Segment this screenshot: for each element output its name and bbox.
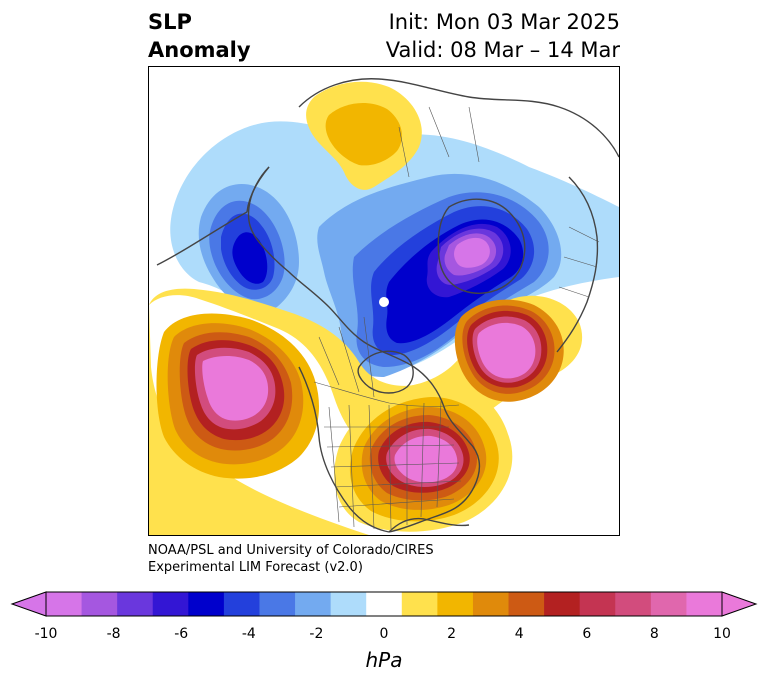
north-pole-marker xyxy=(379,297,389,307)
colorbar-cell xyxy=(686,592,723,616)
colorbar-cell xyxy=(81,592,118,616)
negative-anomaly-contour xyxy=(454,237,490,268)
colorbar-tick-label: 8 xyxy=(649,626,659,642)
colorbar-tick-label: 4 xyxy=(514,626,524,642)
state-borders xyxy=(324,400,462,530)
coastlines xyxy=(156,78,619,533)
colorbar-cell xyxy=(223,592,260,616)
init-date: Init: Mon 03 Mar 2025 xyxy=(388,10,620,34)
title-line-2: Anomaly xyxy=(148,38,251,62)
colorbar-extend-right xyxy=(721,591,758,617)
credit-line-1: NOAA/PSL and University of Colorado/CIRE… xyxy=(148,543,434,558)
colorbar-cells xyxy=(46,592,723,616)
colorbar-cell xyxy=(259,592,296,616)
forecast-dates: Init: Mon 03 Mar 2025 Valid: 08 Mar – 14… xyxy=(386,8,620,64)
north-america-coast xyxy=(247,166,481,533)
colorbar-cell xyxy=(366,592,403,616)
hudson-bay-coast xyxy=(357,350,414,394)
anomaly-map xyxy=(148,66,620,536)
anomaly-map-svg xyxy=(149,78,619,535)
colorbar-cell xyxy=(188,592,225,616)
colorbar-cell xyxy=(650,592,687,616)
colorbar-tick-label: -6 xyxy=(174,626,189,642)
province-borders xyxy=(318,316,375,398)
us-canada-border xyxy=(313,381,460,407)
colorbar-cell xyxy=(544,592,581,616)
title-line-1: SLP xyxy=(148,10,192,34)
colorbar-cell xyxy=(152,592,189,616)
colorbar-tick-label: -8 xyxy=(106,626,121,642)
colorbar-cell xyxy=(437,592,474,616)
colorbar-cell xyxy=(46,592,83,616)
positive-anomaly-contour xyxy=(477,322,536,379)
colorbar-tick-label: 6 xyxy=(582,626,592,642)
colorbar-unit: hPa xyxy=(365,648,403,672)
credit-text: NOAA/PSL and University of Colorado/CIRE… xyxy=(148,542,434,576)
colorbar-tick-label: 10 xyxy=(713,626,731,642)
colorbar-cell xyxy=(579,592,616,616)
credit-line-2: Experimental LIM Forecast (v2.0) xyxy=(148,560,363,575)
positive-anomaly-contour xyxy=(202,355,269,421)
colorbar-tick-label: -2 xyxy=(309,626,324,642)
alaska-coast xyxy=(156,166,270,266)
colorbar-cell xyxy=(472,592,510,616)
map-title: SLP Anomaly xyxy=(148,8,251,64)
colorbar-ticks: -10 -8 -6 -4 -2 0 2 4 6 8 10 xyxy=(0,626,768,648)
colorbar-cell xyxy=(615,592,652,616)
positive-anomaly-contour xyxy=(394,435,458,483)
colorbar-cell xyxy=(401,592,438,616)
colorbar-outline xyxy=(45,591,723,617)
colorbar-extend-left xyxy=(10,591,47,617)
colorbar-cell xyxy=(295,592,332,616)
greenland-coast xyxy=(437,198,526,294)
colorbar-cell xyxy=(330,592,367,616)
europe-borders xyxy=(398,106,600,298)
eurasia-coast xyxy=(298,78,619,158)
europe-coast xyxy=(556,176,599,353)
colorbar-cell xyxy=(508,592,545,616)
political-borders xyxy=(313,106,600,530)
colorbar xyxy=(10,591,758,617)
valid-range: Valid: 08 Mar – 14 Mar xyxy=(385,38,620,62)
colorbar-tick-label: 2 xyxy=(447,626,457,642)
colorbar-tick-label: -10 xyxy=(34,626,58,642)
colorbar-tick-label: -4 xyxy=(241,626,256,642)
positive-anomaly-contour xyxy=(325,103,402,166)
colorbar-cell xyxy=(117,592,154,616)
colorbar-tick-label: 0 xyxy=(379,626,389,642)
central-america-coast xyxy=(388,517,470,533)
